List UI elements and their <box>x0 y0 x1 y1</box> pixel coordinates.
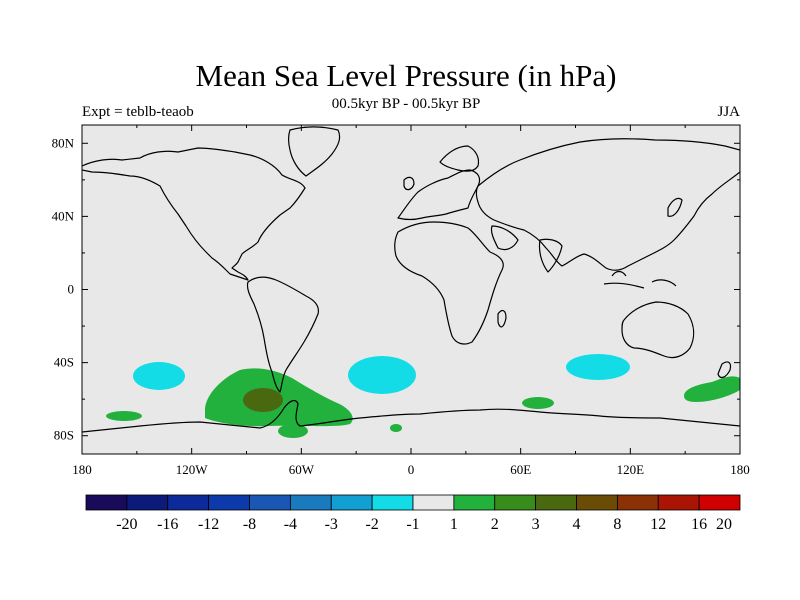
coast-madagascar <box>497 309 507 328</box>
lat-tick-label: 40S <box>54 355 74 370</box>
colorbar-label: 8 <box>613 516 621 533</box>
lon-tick-label: 60E <box>510 462 531 477</box>
lat-tick-label: 40N <box>52 208 75 223</box>
colorbar-box <box>453 494 496 511</box>
colorbar-label: -4 <box>284 516 297 533</box>
colorbar-box <box>85 494 128 511</box>
lat-tick-label: 80N <box>52 135 75 150</box>
lon-tick-label: 120E <box>617 462 645 477</box>
lat-labels: 80N 40N 0 40S 80S <box>52 135 75 442</box>
colorbar-box <box>698 494 741 511</box>
coast-scandinavia <box>439 145 480 172</box>
lon-tick-label: 120W <box>176 462 209 477</box>
coast-indonesia <box>603 270 677 289</box>
coast-north-america <box>82 147 306 281</box>
anomaly-weddell-small-high <box>390 424 402 432</box>
colorbar-label: 16 <box>691 516 707 533</box>
anomaly-south-pacific-high-core <box>243 388 283 412</box>
anomaly-ross-sea-high <box>106 411 142 421</box>
colorbar-box <box>657 494 700 511</box>
colorbar-label: -2 <box>365 516 378 533</box>
anomaly-australia-sw-pacific-high <box>684 376 740 402</box>
colorbar-label: 1 <box>450 516 458 533</box>
lat-tick-label: 80S <box>54 428 74 443</box>
colorbar-label: 2 <box>491 516 499 533</box>
colorbar-box <box>412 494 455 511</box>
colorbar <box>85 494 741 511</box>
lon-tick-label: 180 <box>730 462 750 477</box>
map-background <box>82 125 740 454</box>
anomaly-south-atlantic-low <box>348 356 416 394</box>
coast-africa <box>394 221 504 345</box>
lon-tick-label: 180 <box>72 462 92 477</box>
experiment-label: Expt = teblb-teaob <box>82 104 194 120</box>
lon-tick-label: 0 <box>408 462 415 477</box>
coast-antarctica <box>82 399 740 433</box>
colorbar-box <box>616 494 659 511</box>
colorbar-box <box>126 494 169 511</box>
period-label: 00.5kyr BP - 00.5kyr BP <box>331 96 481 112</box>
colorbar-label: -1 <box>406 516 419 533</box>
colorbar-box <box>167 494 210 511</box>
coast-new-zealand <box>717 361 732 379</box>
coast-asia <box>475 138 740 271</box>
lat-tick-label: 0 <box>68 282 75 297</box>
anomaly-antarctic-peninsula-high <box>278 424 308 438</box>
axis-ticks <box>81 125 741 454</box>
colorbar-label: -12 <box>198 516 219 533</box>
colorbar-box <box>576 494 618 511</box>
lon-labels: 180 120W 60W 0 60E 120E 180 <box>72 462 750 477</box>
season-label: JJA <box>717 104 740 120</box>
coastlines <box>82 126 740 433</box>
colorbar-box <box>494 494 537 511</box>
colorbar-label: 20 <box>716 516 732 533</box>
colorbar-label: 12 <box>650 516 666 533</box>
lon-tick-label: 60W <box>289 462 315 477</box>
colorbar-box <box>371 494 414 511</box>
colorbar-box <box>535 494 577 511</box>
colorbar-label: 4 <box>573 516 581 533</box>
coast-uk <box>403 176 415 191</box>
colorbar-labels: -20 -16 -12 -8 -4 -3 -2 -1 1 2 3 4 8 12 16 20 <box>116 516 732 533</box>
colorbar-box <box>289 494 332 511</box>
coast-greenland <box>287 126 341 177</box>
colorbar-label: -3 <box>325 516 338 533</box>
coast-arabia <box>490 225 519 251</box>
colorbar-box <box>208 494 250 511</box>
anomaly-south-pacific-low-west <box>133 362 185 390</box>
coast-india <box>538 238 563 273</box>
anomaly-south-indian-low <box>566 354 630 380</box>
colorbar-box <box>249 494 291 511</box>
coast-south-america <box>246 276 319 393</box>
coast-australia <box>621 301 695 359</box>
colorbar-label: 3 <box>532 516 540 533</box>
colorbar-label: -16 <box>157 516 178 533</box>
coast-japan <box>667 197 683 217</box>
colorbar-box <box>330 494 373 511</box>
anomaly-indian-ocean-high <box>522 397 554 409</box>
map-title: Mean Sea Level Pressure (in hPa) <box>195 58 617 93</box>
anomaly-layer <box>82 126 740 438</box>
colorbar-label: -8 <box>243 516 256 533</box>
colorbar-label: -20 <box>116 516 137 533</box>
